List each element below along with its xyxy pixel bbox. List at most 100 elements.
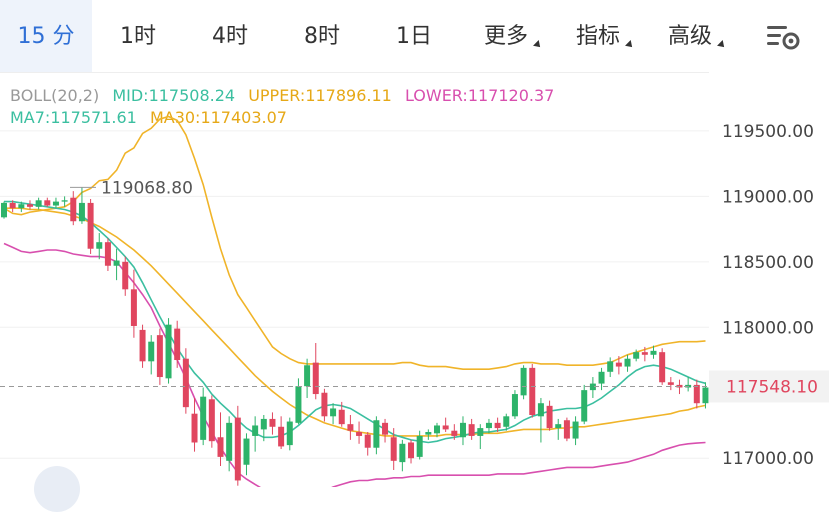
candle-body: [174, 328, 181, 361]
candle-body: [182, 358, 189, 408]
candle-body: [295, 386, 302, 423]
ma30-line: [4, 207, 706, 437]
candle-body: [373, 420, 380, 448]
boll-upper-line: [3, 115, 706, 371]
tab-4h[interactable]: 4时: [184, 0, 276, 72]
tab-label: 更多: [483, 24, 528, 49]
candle-body: [382, 422, 389, 435]
candle-body: [217, 437, 224, 457]
candle-body: [44, 200, 51, 206]
candle-body: [122, 261, 129, 290]
candle-body: [356, 432, 363, 436]
candle-body: [286, 421, 293, 446]
candle-body: [191, 413, 198, 443]
candle-body: [338, 409, 345, 425]
tab-label: 1时: [120, 24, 156, 49]
candle-body: [477, 428, 484, 436]
candle-body: [390, 437, 397, 461]
scroll-to-latest-button[interactable]: [34, 466, 80, 512]
candle-body: [650, 350, 657, 355]
boll-lower: LOWER:117120.37: [404, 86, 555, 105]
candle-body: [130, 289, 137, 326]
current-price-badge: [709, 370, 829, 403]
dropdown-caret-icon: [717, 40, 727, 50]
candle-body: [581, 390, 588, 422]
price-chart[interactable]: 119500.00 119000.00 118500.00 118000.00 1170…: [0, 72, 829, 487]
candle-body: [364, 434, 371, 448]
y-tick-label: 118500.00: [722, 253, 814, 273]
candle-body: [615, 362, 622, 367]
candle-body: [148, 341, 155, 362]
candle-body: [624, 358, 631, 367]
candle-body: [598, 371, 605, 384]
tab-8h[interactable]: 8时: [276, 0, 368, 72]
tab-1h[interactable]: 1时: [92, 0, 184, 72]
candle-body: [408, 442, 415, 459]
candle-body: [641, 352, 648, 355]
candle-body: [399, 443, 406, 463]
candle-body: [200, 396, 207, 440]
boll-legend: BOLL(20,2) MID:117508.24 UPPER:117896.11…: [10, 86, 562, 105]
candle-body: [165, 324, 172, 379]
candle-body: [537, 403, 544, 417]
boll-name: BOLL(20,2): [10, 86, 100, 105]
candle-body: [330, 408, 337, 417]
candle-body: [546, 405, 553, 429]
y-tick-label: 118000.00: [722, 318, 814, 338]
candle-body: [35, 200, 42, 207]
candle-body: [156, 335, 163, 378]
candle-body: [659, 352, 666, 383]
ma7-line: [4, 200, 706, 444]
tab-15m[interactable]: 15 分: [0, 0, 92, 72]
candle-body: [139, 329, 146, 362]
candle-body: [18, 204, 25, 209]
candle-body: [607, 361, 614, 372]
candle-body: [494, 422, 501, 429]
tab-label: 15 分: [17, 24, 75, 49]
candle-body: [104, 242, 111, 266]
chart-settings-icon[interactable]: [764, 22, 800, 52]
candle-body: [468, 424, 475, 436]
candle-body: [278, 426, 285, 447]
candle-body: [563, 420, 570, 439]
candle-body: [589, 383, 596, 391]
price-axis-background: [709, 72, 829, 487]
candle-body: [52, 201, 59, 206]
candle-body: [321, 392, 328, 417]
candle-body: [667, 382, 674, 385]
candle-body: [416, 435, 423, 457]
tab-1d[interactable]: 1日: [368, 0, 460, 72]
tab-advanced[interactable]: 高级: [644, 0, 736, 72]
candle-body: [442, 425, 449, 430]
tab-more[interactable]: 更多: [460, 0, 552, 72]
candle-body: [234, 417, 241, 481]
current-price-label: 117548.10: [726, 377, 818, 397]
candle-body: [693, 384, 700, 404]
candle-body: [529, 367, 536, 415]
candle-body: [269, 418, 276, 427]
candle-body: [61, 200, 68, 202]
high-price-label: 119068.80: [101, 178, 193, 198]
dropdown-caret-icon: [625, 40, 635, 50]
candle-body: [434, 425, 440, 434]
candle-body: [425, 432, 432, 435]
candle-body: [1, 202, 7, 218]
candle-body: [113, 260, 120, 266]
candle-body: [459, 422, 466, 438]
candle-body: [572, 421, 579, 439]
ma7-value: MA7:117571.61: [10, 108, 137, 127]
candle-body: [520, 367, 527, 396]
ma-legend: MA7:117571.61 MA30:117403.07: [10, 108, 295, 127]
tab-label: 高级: [667, 24, 712, 49]
candle-body: [260, 418, 267, 430]
candle-body: [226, 422, 233, 461]
candle-body: [503, 416, 510, 427]
candle-body: [96, 242, 103, 249]
candle-body: [511, 394, 518, 417]
tab-indicators[interactable]: 指标: [552, 0, 644, 72]
y-tick-label: 119000.00: [722, 187, 814, 207]
candle-body: [78, 202, 85, 222]
candle-body: [451, 430, 458, 436]
boll-mid: MID:117508.24: [112, 86, 236, 105]
tab-label: 8时: [304, 24, 340, 49]
